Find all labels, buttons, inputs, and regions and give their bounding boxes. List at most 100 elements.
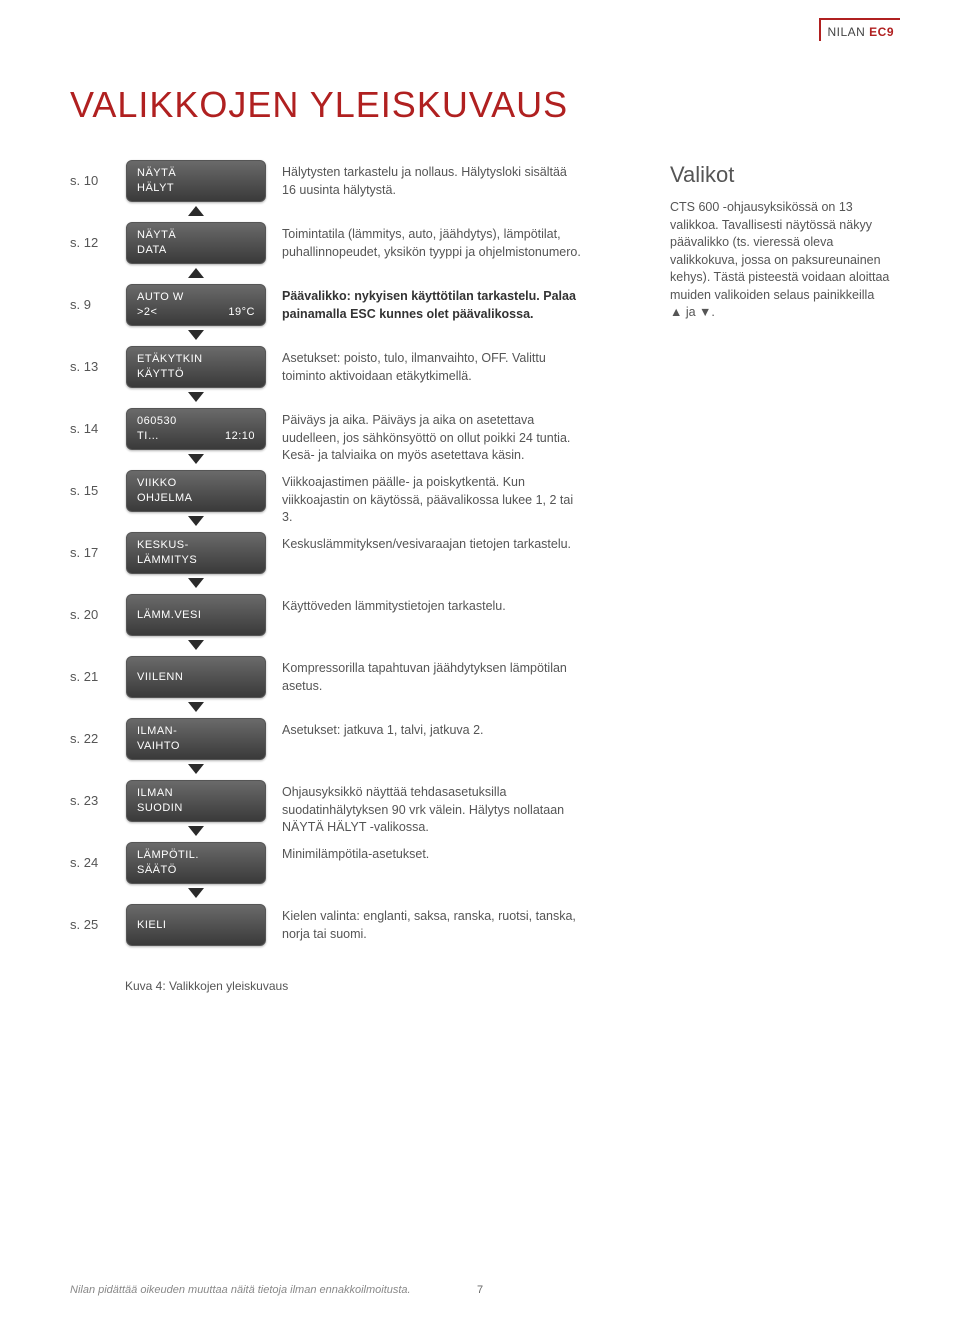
menu-button[interactable]: LÄMPÖTIL.SÄÄTÖ — [126, 842, 266, 884]
brand-ec9: EC9 — [869, 25, 894, 39]
page-ref: s. 15 — [70, 470, 110, 500]
menu-button[interactable]: ILMANSUODIN — [126, 780, 266, 822]
page-ref: s. 17 — [70, 532, 110, 562]
menu-button[interactable]: ILMAN-VAIHTO — [126, 718, 266, 760]
menu-description: Keskuslämmityksen/vesivaraajan tietojen … — [282, 532, 582, 554]
menu-button-line1: NÄYTÄ — [137, 228, 255, 243]
arrow-down-icon — [188, 330, 204, 340]
menu-button-line2: TI…12:10 — [137, 429, 255, 444]
page-ref: s. 14 — [70, 408, 110, 438]
menu-description: Toimintatila (lämmitys, auto, jäähdytys)… — [282, 222, 582, 261]
menu-button[interactable]: 060530TI…12:10 — [126, 408, 266, 450]
menu-button-line1: VIILENN — [137, 670, 255, 685]
button-column: AUTO W>2<19°C — [126, 284, 266, 344]
menu-button-line2: OHJELMA — [137, 491, 255, 506]
page-ref: s. 20 — [70, 594, 110, 624]
menu-description: Minimilämpötila-asetukset. — [282, 842, 582, 864]
menu-description: Kielen valinta: englanti, saksa, ranska,… — [282, 904, 582, 943]
menu-button-line1: LÄMM.VESI — [137, 608, 255, 623]
arrow-down-icon — [188, 702, 204, 712]
page-ref: s. 13 — [70, 346, 110, 376]
menu-row: s. 23 ILMANSUODIN Ohjausyksikkö näyttää te… — [70, 780, 640, 840]
menu-button-line1: ILMAN — [137, 786, 255, 801]
menu-description: Viikkoajastimen päälle- ja poiskytkentä.… — [282, 470, 582, 527]
menu-button[interactable]: VIIKKOOHJELMA — [126, 470, 266, 512]
arrow-down-icon — [188, 888, 204, 898]
menu-row: s. 21VIILENNKompressorilla tapahtuvan jä… — [70, 656, 640, 716]
menu-button-line2: DATA — [137, 243, 255, 258]
menu-button-line2: SÄÄTÖ — [137, 863, 255, 878]
arrow-down-icon — [188, 764, 204, 774]
brand-header: NILAN EC9 — [819, 18, 900, 41]
menu-button[interactable]: KESKUS-LÄMMITYS — [126, 532, 266, 574]
page-ref: s. 12 — [70, 222, 110, 252]
menu-description: Päiväys ja aika. Päiväys ja aika on aset… — [282, 408, 582, 465]
button-column: LÄMPÖTIL.SÄÄTÖ — [126, 842, 266, 902]
menu-row: s. 22 ILMAN-VAIHTO Asetukset: jatkuva 1, t… — [70, 718, 640, 778]
menu-row: s. 25 KIELI Kielen valinta: englanti, saks… — [70, 904, 640, 946]
menu-button-line2: VAIHTO — [137, 739, 255, 754]
page-ref: s. 23 — [70, 780, 110, 810]
menu-row: s. 20 LÄMM.VESI Käyttöveden lämmitystietoj… — [70, 594, 640, 654]
arrow-down-icon — [188, 826, 204, 836]
button-column: KESKUS-LÄMMITYS — [126, 532, 266, 592]
page-ref: s. 9 — [70, 284, 110, 314]
button-column: 060530TI…12:10 — [126, 408, 266, 468]
menu-button[interactable]: LÄMM.VESI — [126, 594, 266, 636]
arrow-down-icon — [188, 454, 204, 464]
menu-button[interactable]: NÄYTÄHÄLYT — [126, 160, 266, 202]
footer-disclaimer: Nilan pidättää oikeuden muuttaa näitä ti… — [70, 1283, 411, 1298]
menu-button-line2: >2<19°C — [137, 305, 255, 320]
menu-description: Ohjausyksikkö näyttää tehdasasetuksilla … — [282, 780, 582, 837]
menu-description: Kompressorilla tapahtuvan jäähdytyksen l… — [282, 656, 582, 695]
figure-caption: Kuva 4: Valikkojen yleiskuvaus — [125, 978, 890, 995]
page-footer: Nilan pidättää oikeuden muuttaa näitä ti… — [70, 1283, 890, 1298]
button-column: KIELI — [126, 904, 266, 946]
menu-button-line1: VIIKKO — [137, 476, 255, 491]
menu-description: Käyttöveden lämmitystietojen tarkastelu. — [282, 594, 582, 616]
menu-description: Hälytysten tarkastelu ja nollaus. Hälyty… — [282, 160, 582, 199]
menu-button[interactable]: AUTO W>2<19°C — [126, 284, 266, 326]
menu-button[interactable]: VIILENN — [126, 656, 266, 698]
menu-button-line2: SUODIN — [137, 801, 255, 816]
button-column: ILMANSUODIN — [126, 780, 266, 840]
menu-button-line1: ETÄKYTKIN — [137, 352, 255, 367]
menu-button-line2: KÄYTTÖ — [137, 367, 255, 382]
arrow-down-icon — [188, 516, 204, 526]
page-number: 7 — [477, 1283, 483, 1298]
menu-button-line1: AUTO W — [137, 290, 255, 305]
menu-button[interactable]: ETÄKYTKINKÄYTTÖ — [126, 346, 266, 388]
page-ref: s. 25 — [70, 904, 110, 934]
menu-row: s. 9 AUTO W>2<19°C Päävalikko: nykyisen kä… — [70, 284, 640, 344]
menu-button[interactable]: NÄYTÄDATA — [126, 222, 266, 264]
menu-description: Päävalikko: nykyisen käyttötilan tarkast… — [282, 284, 582, 323]
sidebar-heading: Valikot — [670, 160, 890, 191]
menu-row: s. 12 NÄYTÄDATA Toimintatila (lämmitys, au… — [70, 222, 640, 282]
menu-button-line2: HÄLYT — [137, 181, 255, 196]
button-column: VIILENN — [126, 656, 266, 716]
arrow-down-icon — [188, 392, 204, 402]
menu-row: s. 17 KESKUS-LÄMMITYS Keskuslämmityksen/ve… — [70, 532, 640, 592]
menu-button-line2: LÄMMITYS — [137, 553, 255, 568]
button-column: LÄMM.VESI — [126, 594, 266, 654]
sidebar-body: CTS 600 -ohjausyksikössä on 13 valikkoa.… — [670, 199, 890, 322]
menu-description: Asetukset: jatkuva 1, talvi, jatkuva 2. — [282, 718, 582, 740]
menu-button-line1: KESKUS- — [137, 538, 255, 553]
menu-list: s. 10NÄYTÄHÄLYTHälytysten tarkastelu ja … — [70, 160, 640, 948]
menu-row: s. 13 ETÄKYTKINKÄYTTÖ Asetukset: poisto, t… — [70, 346, 640, 406]
menu-row: s. 14 060530TI…12:10 Päiväys ja aika. Päiv… — [70, 408, 640, 468]
menu-row: s. 10NÄYTÄHÄLYTHälytysten tarkastelu ja … — [70, 160, 640, 220]
menu-button-line1: ILMAN- — [137, 724, 255, 739]
button-column: VIIKKOOHJELMA — [126, 470, 266, 530]
brand-nilan: NILAN — [827, 25, 865, 39]
menu-row: s. 24LÄMPÖTIL.SÄÄTÖMinimilämpötila-asetu… — [70, 842, 640, 902]
menu-description: Asetukset: poisto, tulo, ilmanvaihto, OF… — [282, 346, 582, 385]
arrow-down-icon — [188, 578, 204, 588]
menu-row: s. 15 VIIKKOOHJELMA Viikkoajastimen päälle… — [70, 470, 640, 530]
button-column: ILMAN-VAIHTO — [126, 718, 266, 778]
menu-button[interactable]: KIELI — [126, 904, 266, 946]
sidebar: Valikot CTS 600 -ohjausyksikössä on 13 v… — [660, 160, 890, 948]
page-ref: s. 22 — [70, 718, 110, 748]
arrow-down-icon — [188, 640, 204, 650]
arrow-up-icon — [188, 206, 204, 216]
